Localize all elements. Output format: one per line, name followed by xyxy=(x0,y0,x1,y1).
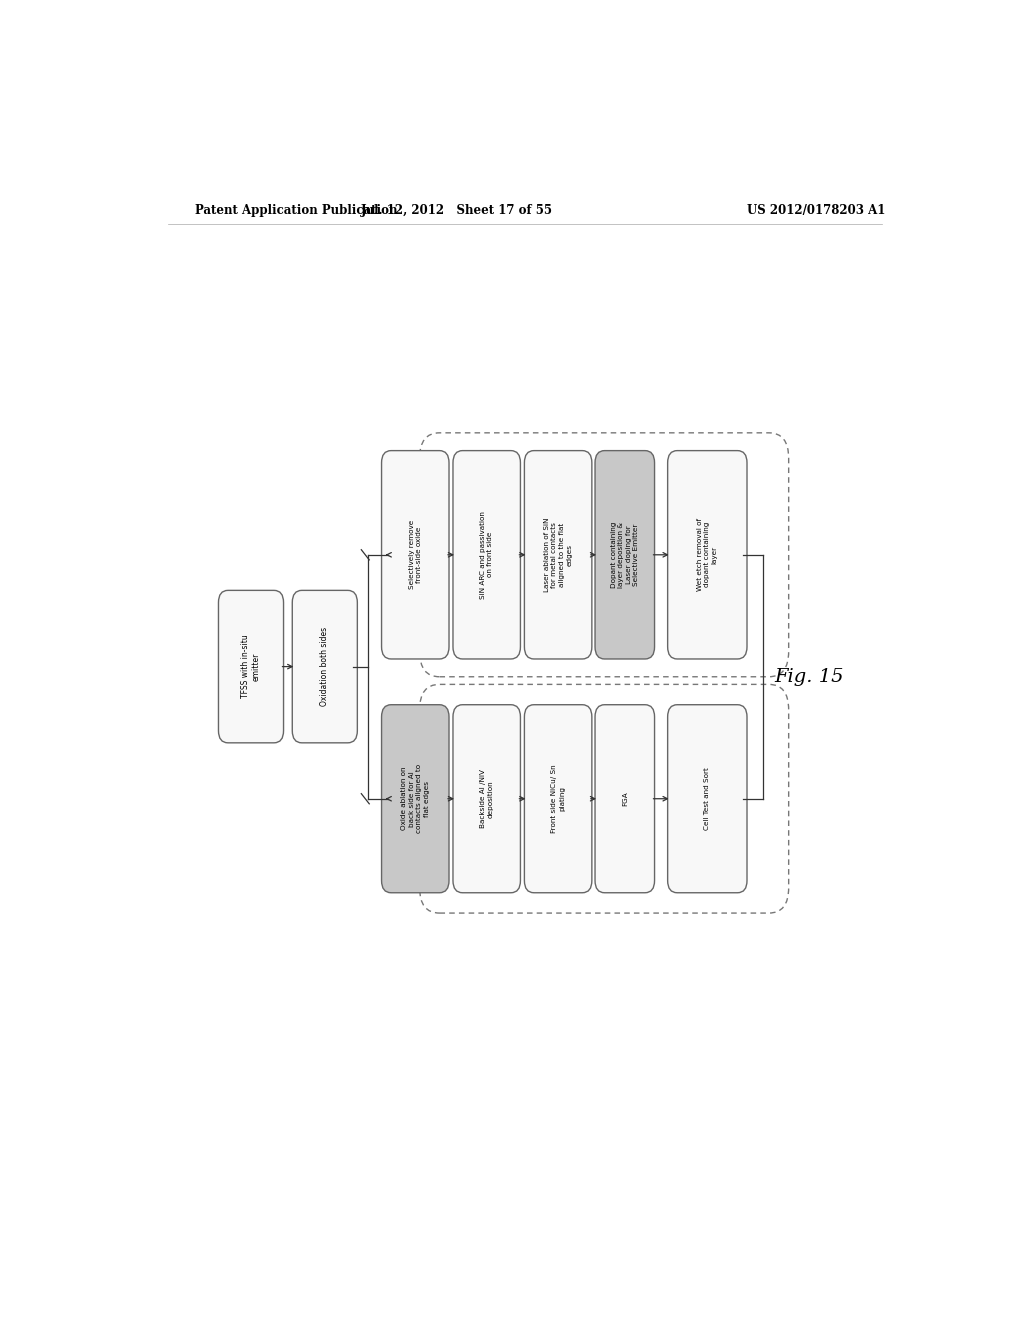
Text: TFSS with in-situ
emitter: TFSS with in-situ emitter xyxy=(241,635,261,698)
Text: Fig. 15: Fig. 15 xyxy=(775,668,844,686)
FancyBboxPatch shape xyxy=(595,450,654,659)
Text: Selectively remove
front-side oxide: Selectively remove front-side oxide xyxy=(409,520,422,590)
Text: Front side NiCu/ Sn
plating: Front side NiCu/ Sn plating xyxy=(551,764,565,833)
FancyBboxPatch shape xyxy=(218,590,284,743)
Text: Oxide ablation on
back side for Al
contacts aligned to
flat edges: Oxide ablation on back side for Al conta… xyxy=(401,764,429,833)
Text: Cell Test and Sort: Cell Test and Sort xyxy=(705,767,711,830)
FancyBboxPatch shape xyxy=(382,705,449,892)
FancyBboxPatch shape xyxy=(668,450,746,659)
FancyBboxPatch shape xyxy=(453,705,520,892)
Text: Oxidation both sides: Oxidation both sides xyxy=(321,627,330,706)
Text: US 2012/0178203 A1: US 2012/0178203 A1 xyxy=(748,205,886,216)
Text: Jul. 12, 2012   Sheet 17 of 55: Jul. 12, 2012 Sheet 17 of 55 xyxy=(361,205,553,216)
FancyBboxPatch shape xyxy=(382,450,449,659)
FancyBboxPatch shape xyxy=(453,450,520,659)
Text: Laser ablation of SiN
for metal contacts
aligned to the flat
edges: Laser ablation of SiN for metal contacts… xyxy=(544,517,572,593)
FancyBboxPatch shape xyxy=(524,450,592,659)
FancyBboxPatch shape xyxy=(668,705,746,892)
FancyBboxPatch shape xyxy=(595,705,654,892)
Text: Backside Al /NiV
deposition: Backside Al /NiV deposition xyxy=(480,770,494,828)
FancyBboxPatch shape xyxy=(524,705,592,892)
Text: Patent Application Publication: Patent Application Publication xyxy=(196,205,398,216)
Text: Wet etch removal of
dopant containing
layer: Wet etch removal of dopant containing la… xyxy=(696,519,718,591)
Text: FGA: FGA xyxy=(622,792,628,807)
Text: SiN ARC and passivation
on front side: SiN ARC and passivation on front side xyxy=(480,511,494,599)
FancyBboxPatch shape xyxy=(292,590,357,743)
Text: Dopant containing
layer deposition &
Laser doping for
Selective Emitter: Dopant containing layer deposition & Las… xyxy=(610,521,639,587)
